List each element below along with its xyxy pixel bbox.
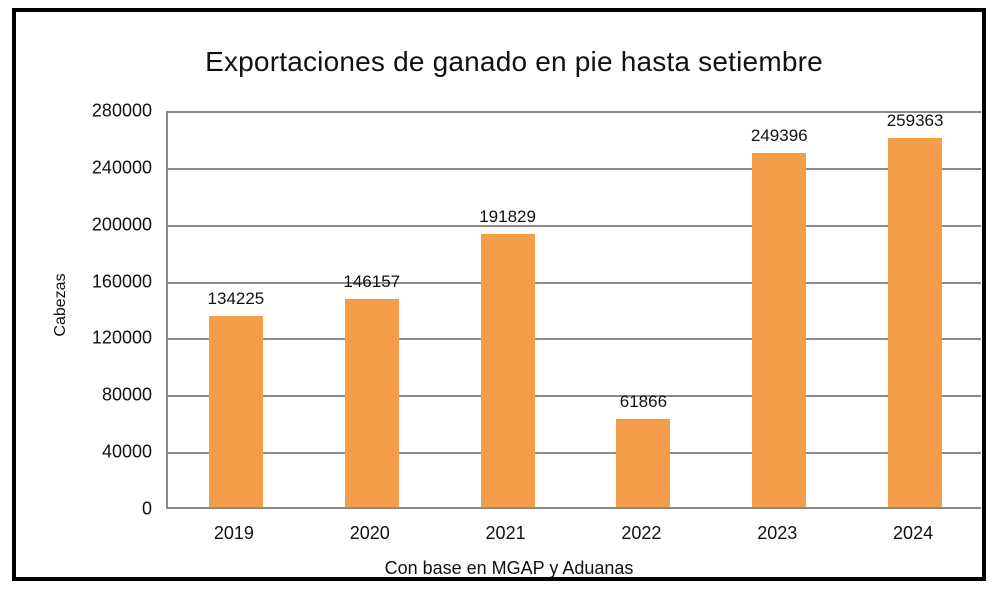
- y-axis-tick-labels: 0 40000 80000 120000 160000 200000 240000 28000…: [16, 101, 152, 519]
- gridline: [168, 167, 981, 170]
- gridline: [168, 281, 981, 284]
- bar-value-label: 61866: [619, 392, 668, 412]
- y-tick-label: 240000: [91, 157, 152, 178]
- bar-value-label: 259363: [886, 111, 944, 131]
- bar-value-label: 191829: [479, 207, 536, 227]
- x-tick-label: 2021: [485, 523, 526, 543]
- y-tick-label: 40000: [101, 441, 152, 462]
- bar-2022: [616, 419, 671, 507]
- x-tick-label: 2020: [349, 523, 390, 543]
- bar-2020: [344, 299, 399, 507]
- bar-2024: [888, 138, 943, 507]
- gridline: [168, 395, 981, 398]
- y-tick-label: 200000: [91, 214, 152, 235]
- bar-value-label: 146157: [343, 272, 401, 292]
- bar-2021: [480, 234, 535, 507]
- bar-2023: [752, 152, 807, 507]
- x-tick-label: 2024: [893, 523, 934, 543]
- gridline: [168, 452, 981, 455]
- bar-value-label: 249396: [750, 125, 808, 145]
- bar-2019: [208, 316, 263, 507]
- gridline: [168, 111, 981, 113]
- plot-area: 134225 146157 191829 61866 249396 259363: [166, 111, 981, 509]
- x-axis-tick-labels: 2019 2020 2021 2022 2023 2024: [166, 523, 981, 549]
- y-tick-label: 160000: [91, 271, 152, 292]
- chart-frame: Exportaciones de ganado en pie hasta set…: [12, 8, 986, 581]
- x-tick-label: 2019: [213, 523, 254, 543]
- x-axis-title: Con base en MGAP y Aduanas: [384, 558, 634, 578]
- y-tick-label: 280000: [91, 100, 152, 121]
- gridline: [168, 338, 981, 341]
- gridline: [168, 224, 981, 227]
- y-tick-label: 0: [141, 498, 152, 519]
- chart-title: Exportaciones de ganado en pie hasta set…: [205, 46, 823, 77]
- bar-value-label: 134225: [207, 289, 265, 309]
- x-tick-label: 2022: [621, 523, 662, 543]
- y-tick-label: 80000: [101, 384, 152, 405]
- y-tick-label: 120000: [91, 327, 152, 348]
- x-tick-label: 2023: [757, 523, 798, 543]
